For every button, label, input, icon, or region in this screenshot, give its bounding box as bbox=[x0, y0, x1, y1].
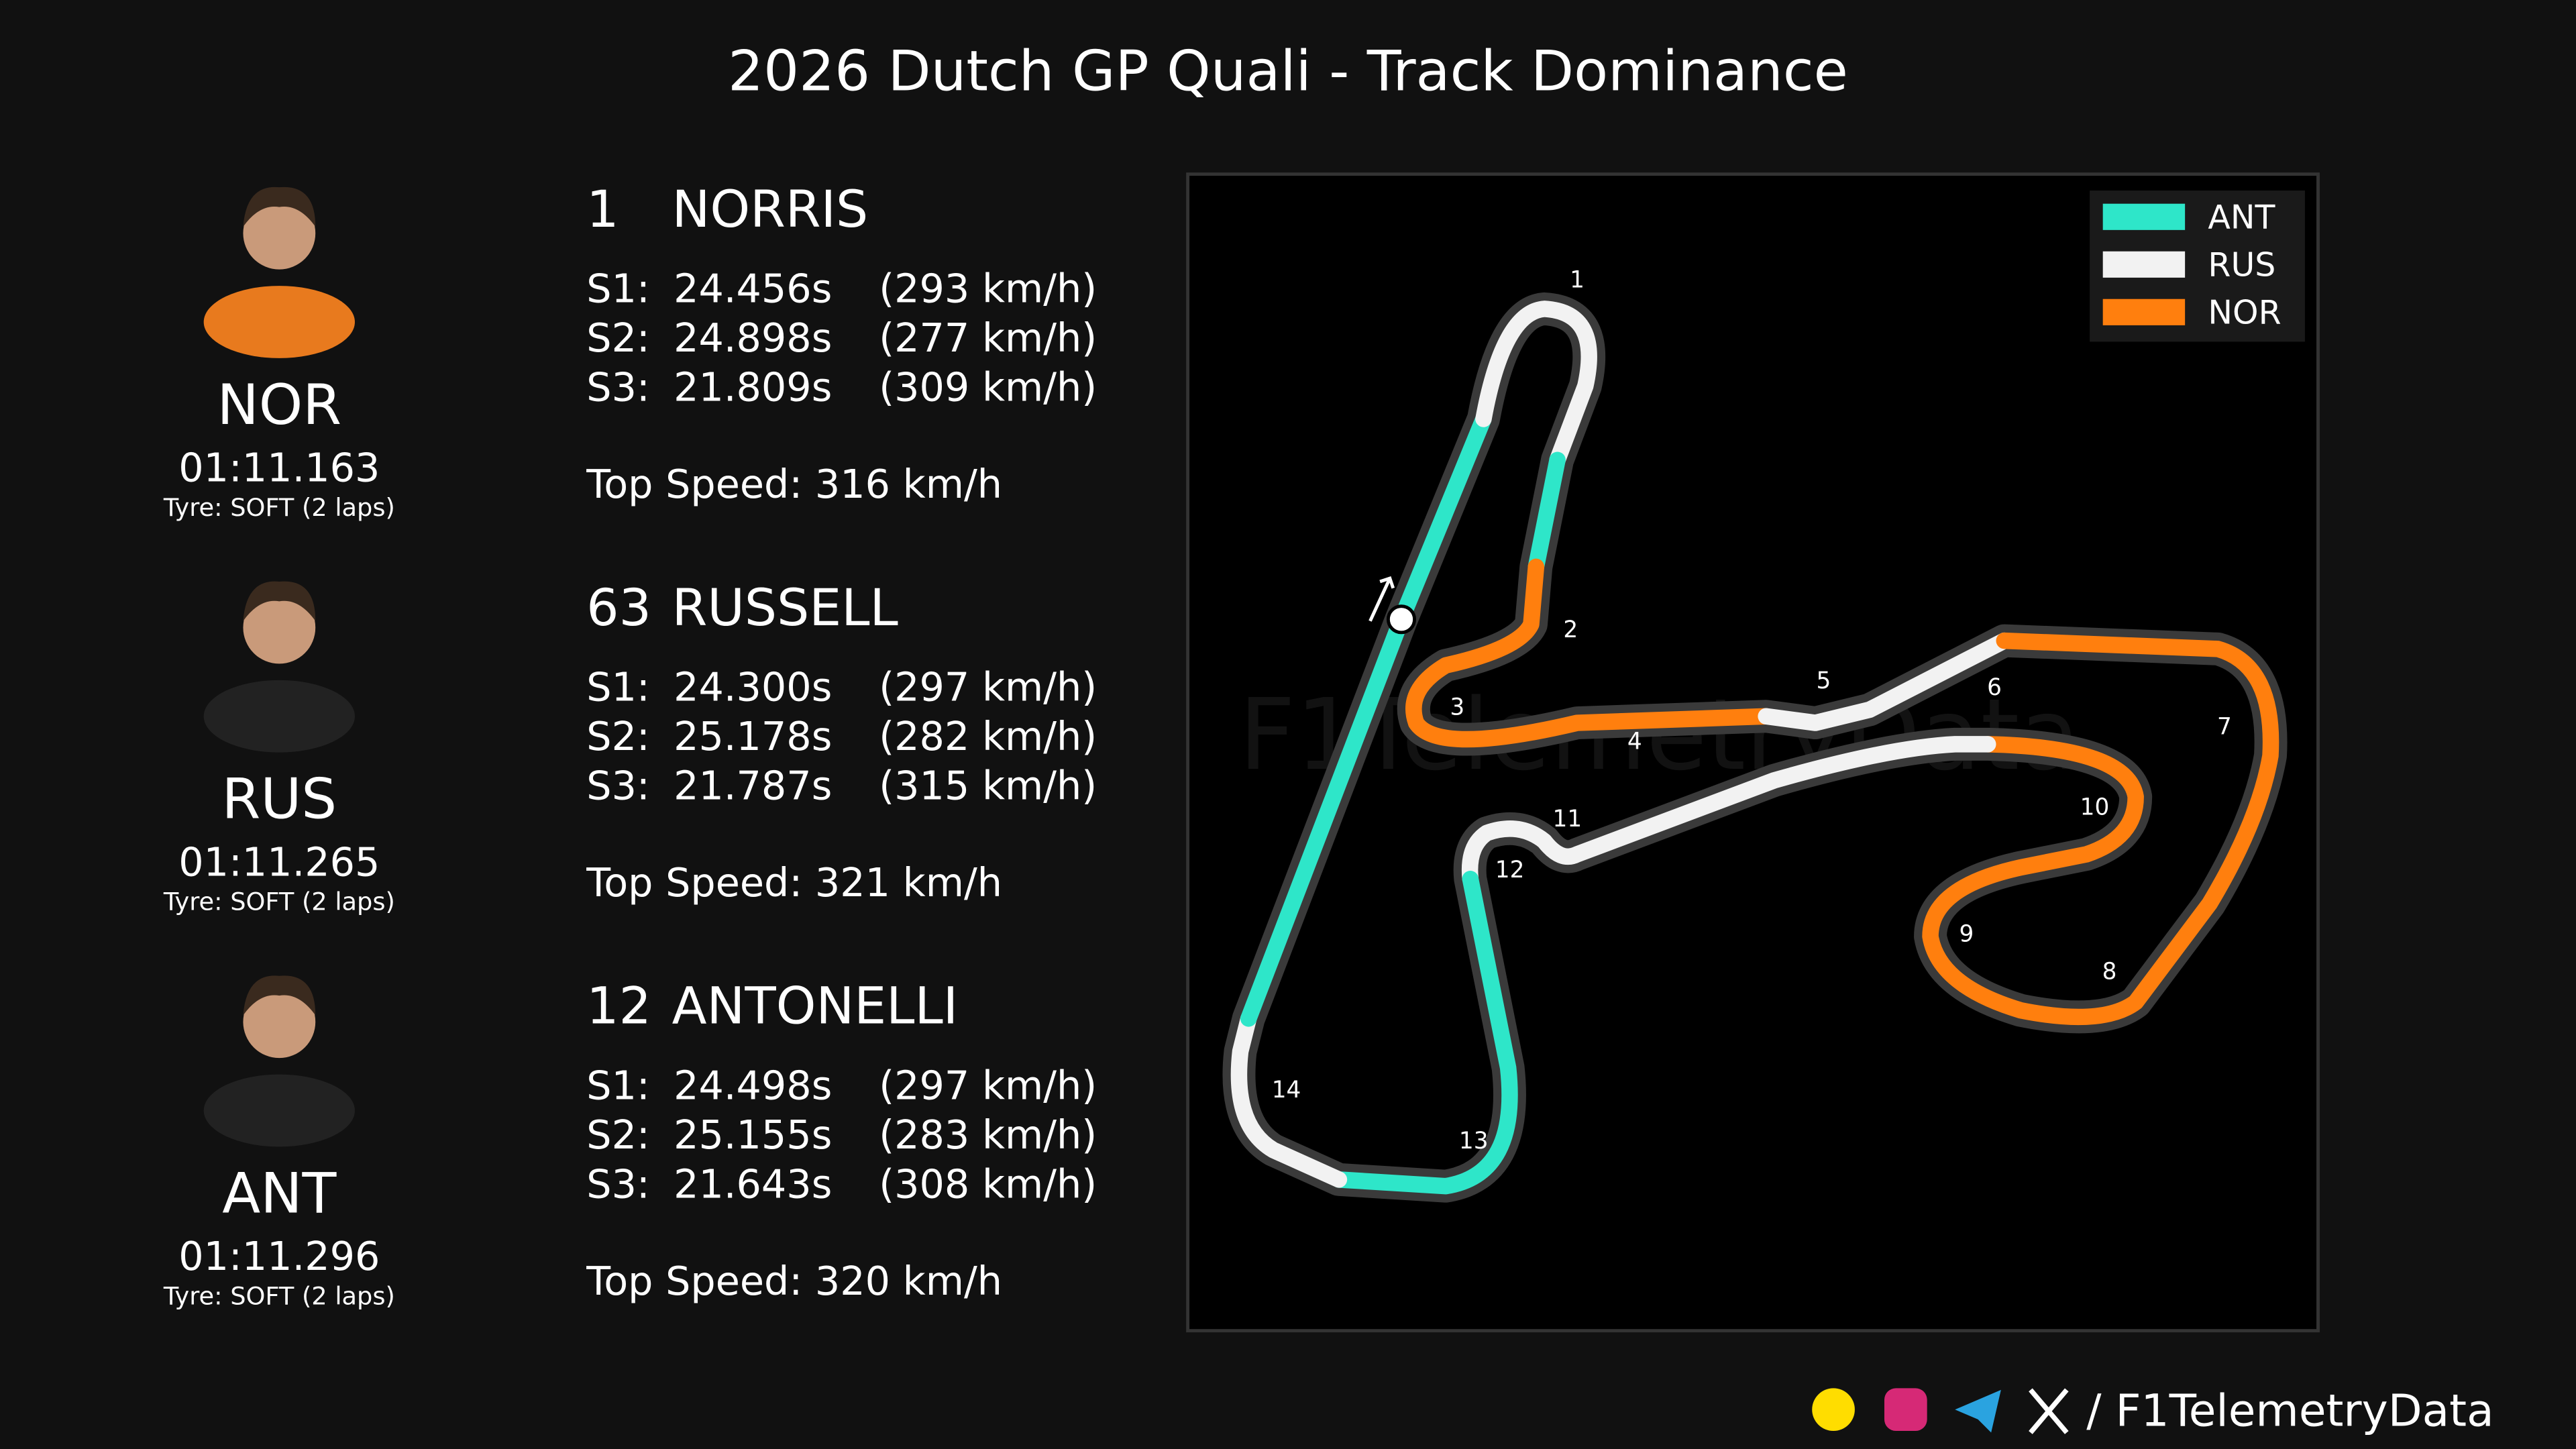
sector-label: S3: bbox=[586, 1161, 650, 1207]
tyre-info: Tyre: SOFT (2 laps) bbox=[163, 493, 395, 522]
corner-label: 5 bbox=[1816, 667, 1831, 694]
icon-telegram bbox=[1955, 1389, 2001, 1433]
sector-speed: (297 km/h) bbox=[879, 1062, 1097, 1108]
driver-photo-hair bbox=[243, 186, 316, 227]
driver-name: NORRIS bbox=[672, 180, 869, 239]
sector-label: S3: bbox=[586, 364, 650, 411]
corner-label: 9 bbox=[1960, 920, 1974, 947]
track-segment bbox=[1475, 301, 1597, 468]
track-segment bbox=[1527, 451, 1566, 576]
corner-label: 3 bbox=[1450, 694, 1464, 720]
footer-handle: / F1TelemetryData bbox=[2086, 1385, 2493, 1437]
sector-speed: (315 km/h) bbox=[879, 762, 1097, 808]
legend-swatch bbox=[2102, 299, 2186, 325]
track-segment bbox=[1461, 736, 1996, 888]
driver-name: RUSSELL bbox=[672, 578, 898, 637]
legend-label: NOR bbox=[2208, 293, 2281, 331]
lap-time: 01:11.163 bbox=[178, 445, 380, 491]
corner-label: 13 bbox=[1459, 1128, 1489, 1155]
sector-label: S3: bbox=[586, 762, 650, 808]
sector-speed: (308 km/h) bbox=[879, 1161, 1097, 1207]
driver-code: NOR bbox=[217, 372, 341, 437]
sector-label: S1: bbox=[586, 1062, 650, 1108]
sector-speed: (283 km/h) bbox=[879, 1112, 1097, 1158]
lap-time: 01:11.296 bbox=[178, 1233, 380, 1279]
driver-number: 1 bbox=[586, 180, 619, 239]
track-segment bbox=[1330, 870, 1518, 1195]
driver-photo-head bbox=[243, 985, 316, 1059]
sector-time: 25.155s bbox=[674, 1112, 832, 1158]
legend-swatch bbox=[2102, 203, 2186, 230]
driver-code: ANT bbox=[222, 1161, 337, 1226]
corner-label: 1 bbox=[1570, 267, 1585, 294]
driver-number: 63 bbox=[586, 578, 651, 637]
sector-time: 24.300s bbox=[674, 663, 832, 710]
sector-label: S1: bbox=[586, 663, 650, 710]
top-speed: Top Speed: 316 km/h bbox=[586, 461, 1002, 507]
sector-label: S2: bbox=[586, 713, 650, 759]
corner-label: 4 bbox=[1627, 729, 1642, 755]
driver-photo-head bbox=[243, 591, 316, 664]
track-segment bbox=[1405, 558, 1774, 748]
track-segment bbox=[1758, 632, 2012, 731]
sector-speed: (297 km/h) bbox=[879, 663, 1097, 710]
footer-icons bbox=[1812, 1388, 2069, 1434]
corner-label: 8 bbox=[2102, 959, 2117, 985]
top-speed: Top Speed: 320 km/h bbox=[586, 1258, 1002, 1304]
corner-label: 7 bbox=[2217, 714, 2232, 741]
sector-time: 25.178s bbox=[674, 713, 832, 759]
tyre-info: Tyre: SOFT (2 laps) bbox=[163, 1281, 395, 1310]
track-segment bbox=[1240, 611, 1410, 1027]
sector-time: 24.498s bbox=[674, 1062, 832, 1108]
direction-arrow bbox=[1368, 576, 1395, 622]
icon-instagram bbox=[1884, 1388, 1927, 1432]
driver-photo-body bbox=[203, 1074, 355, 1147]
sector-time: 21.643s bbox=[674, 1161, 832, 1207]
driver-photo-body bbox=[203, 680, 355, 753]
tyre-info: Tyre: SOFT (2 laps) bbox=[163, 888, 395, 916]
lap-time: 01:11.265 bbox=[178, 839, 380, 885]
top-speed: Top Speed: 321 km/h bbox=[586, 859, 1002, 906]
corner-label: 10 bbox=[2080, 794, 2110, 821]
legend-label: ANT bbox=[2208, 198, 2275, 236]
title: 2026 Dutch GP Quali - Track Dominance bbox=[728, 39, 1848, 104]
start-marker bbox=[1386, 604, 1417, 635]
driver-number: 12 bbox=[586, 977, 651, 1036]
corner-label: 6 bbox=[1987, 674, 2002, 701]
sector-time: 24.456s bbox=[674, 266, 832, 312]
icon-coffee bbox=[1812, 1388, 1855, 1432]
track-segment bbox=[1922, 632, 2279, 1026]
track-segment bbox=[1230, 1010, 1348, 1188]
sector-label: S2: bbox=[586, 315, 650, 361]
sector-time: 24.898s bbox=[674, 315, 832, 361]
driver-name: ANTONELLI bbox=[672, 977, 959, 1036]
legend-label: RUS bbox=[2208, 246, 2275, 284]
driver-photo-hair bbox=[243, 581, 316, 621]
sector-speed: (277 km/h) bbox=[879, 315, 1097, 361]
corner-label: 12 bbox=[1495, 857, 1525, 883]
sector-speed: (293 km/h) bbox=[879, 266, 1097, 312]
corner-label: 14 bbox=[1272, 1077, 1301, 1104]
driver-photo-head bbox=[243, 197, 316, 270]
map-panel bbox=[1186, 172, 2320, 1333]
driver-photo-hair bbox=[243, 975, 316, 1016]
icon-x bbox=[2029, 1388, 2069, 1434]
sector-label: S2: bbox=[586, 1112, 650, 1158]
driver-photo-body bbox=[203, 286, 355, 358]
sector-speed: (309 km/h) bbox=[879, 364, 1097, 411]
corner-label: 2 bbox=[1563, 616, 1578, 643]
driver-code: RUS bbox=[222, 767, 337, 832]
legend-swatch bbox=[2102, 251, 2186, 278]
corner-label: 11 bbox=[1553, 806, 1582, 833]
sector-speed: (282 km/h) bbox=[879, 713, 1097, 759]
track-segment bbox=[1393, 411, 1492, 628]
sector-time: 21.787s bbox=[674, 762, 832, 808]
sector-time: 21.809s bbox=[674, 364, 832, 411]
track bbox=[1222, 292, 2288, 1203]
sector-label: S1: bbox=[586, 266, 650, 312]
